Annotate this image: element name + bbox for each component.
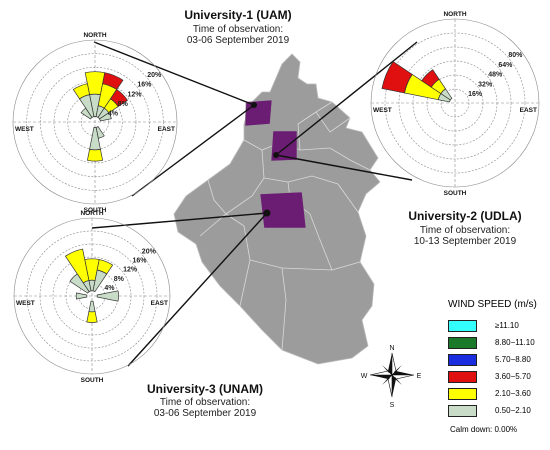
legend-calm: Calm down: 0.00% xyxy=(450,425,518,434)
rose-ring-label: 8% xyxy=(114,276,125,283)
compass-rose: N S E W xyxy=(361,345,422,409)
rose-ring-label: 4% xyxy=(108,110,119,117)
compass-n: N xyxy=(389,345,394,352)
rose-ring-label: 16% xyxy=(132,258,147,265)
rose-petal xyxy=(64,248,90,284)
rose-direction-label: SOUTH xyxy=(444,190,467,197)
station-3-title: University-3 (UNAM) xyxy=(146,382,263,396)
legend-swatch xyxy=(448,388,477,400)
rose-direction-label: NORTH xyxy=(443,11,466,18)
rose-petal xyxy=(72,83,90,100)
rose-direction-label: EAST xyxy=(151,300,168,307)
legend-swatch xyxy=(448,320,477,332)
station-3-time-label: Time of observation: xyxy=(159,397,251,408)
rose-petal xyxy=(110,89,128,107)
legend-title: WIND SPEED (m/s) xyxy=(448,299,537,310)
rose-petal xyxy=(99,112,112,122)
uam-district xyxy=(244,99,273,127)
rose-ring-label: 12% xyxy=(123,267,138,274)
rose-direction-label: SOUTH xyxy=(84,207,107,214)
rose-ring-label: 12% xyxy=(128,91,143,98)
leader-lines xyxy=(91,41,418,367)
rose-ring-label: 16% xyxy=(468,91,483,98)
rose-petal xyxy=(96,290,119,302)
legend-item: ≥11.10 xyxy=(448,320,550,334)
rose-ring-label: 4% xyxy=(104,285,115,292)
rose-petal xyxy=(86,311,98,323)
legend-label: 0.50−2.10 xyxy=(495,406,531,415)
legend-item: 2.10−3.60 xyxy=(448,388,550,402)
station-3-date: 03-06 September 2019 xyxy=(153,408,257,419)
wind-rose-udla: 16% 32% 48% 64% 80% NORTH SOUTH EAST WEST xyxy=(370,11,540,197)
rose-petal xyxy=(88,300,96,313)
rose-petal xyxy=(75,292,88,300)
rose-direction-label: WEST xyxy=(15,126,34,133)
compass-w: W xyxy=(361,373,368,380)
rose-direction-label: EAST xyxy=(158,126,175,133)
rose-ring-label: 16% xyxy=(137,82,152,89)
rose-ring-label: 80% xyxy=(508,52,523,59)
rose-direction-label: EAST xyxy=(520,107,537,114)
legend-swatch xyxy=(448,354,477,366)
legend-label: 2.10−3.60 xyxy=(495,389,531,398)
station-1-time-label: Time of observation: xyxy=(192,24,284,35)
legend-item: 5.70−8.80 xyxy=(448,354,550,368)
rose-ring xyxy=(398,46,512,160)
legend-swatch xyxy=(448,337,477,349)
rose-direction-label: NORTH xyxy=(83,32,106,39)
rose-petal xyxy=(381,61,413,94)
rose-ring-label: 48% xyxy=(488,72,503,79)
legend-item: 8.80−11.10 xyxy=(448,337,550,351)
rose-ring-label: 64% xyxy=(498,62,513,69)
rose-petal xyxy=(69,273,90,294)
station-2-time-label: Time of observation: xyxy=(419,225,511,236)
legend-swatch xyxy=(448,405,477,417)
legend-swatch xyxy=(448,371,477,383)
rose-direction-label: SOUTH xyxy=(81,377,104,384)
rose-petal xyxy=(86,148,104,162)
legend-label: 3.60−5.70 xyxy=(495,372,531,381)
legend-label: 5.70−8.80 xyxy=(495,355,531,364)
legend-label: 8.80−11.10 xyxy=(495,338,535,347)
rose-petal xyxy=(96,259,114,275)
unam-district xyxy=(259,191,307,229)
rose-ring xyxy=(384,32,526,174)
rose-ring-label: 32% xyxy=(478,81,493,88)
rose-ring-label: 8% xyxy=(118,101,129,108)
rose-petal xyxy=(102,72,124,90)
compass-e: E xyxy=(417,373,422,380)
station-2-title: University-2 (UDLA) xyxy=(408,209,522,223)
rose-petal xyxy=(421,69,440,88)
rose-direction-label: NORTH xyxy=(80,210,103,217)
rose-ring-label: 20% xyxy=(142,249,157,256)
rose-direction-label: WEST xyxy=(373,107,392,114)
legend-item: 3.60−5.70 xyxy=(448,371,550,385)
legend: WIND SPEED (m/s) ≥11.10 8.80−11.10 5.70−8.… xyxy=(438,299,550,434)
station-1-title: University-1 (UAM) xyxy=(184,8,292,22)
legend-item: 0.50−2.10 xyxy=(448,405,550,419)
compass-s: S xyxy=(390,402,395,409)
rose-ring-label: 20% xyxy=(147,72,162,79)
rose-ring xyxy=(412,60,498,146)
legend-label: ≥11.10 xyxy=(495,321,519,330)
station-2-date: 10-13 September 2019 xyxy=(413,236,517,247)
rose-direction-label: WEST xyxy=(16,300,35,307)
station-1-date: 03-06 September 2019 xyxy=(186,35,290,46)
